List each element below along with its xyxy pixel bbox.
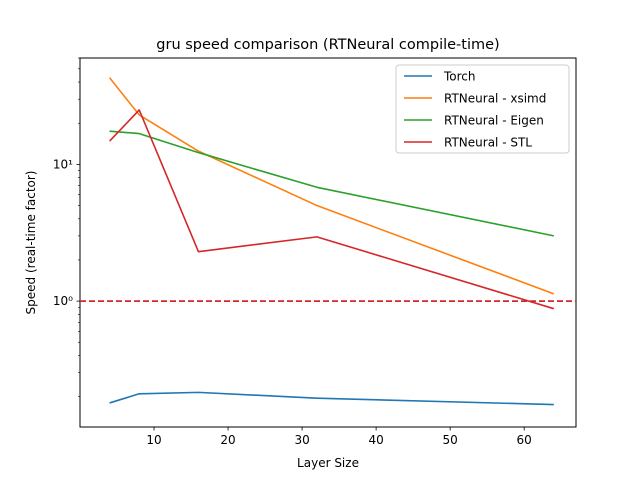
series-line-3 [109, 109, 555, 310]
y-tick-label: 10⁰ [53, 294, 73, 308]
x-tick-label: 40 [368, 433, 383, 447]
plot-area [79, 57, 577, 428]
legend-box [395, 64, 570, 154]
legend-label-2: RTNeural - Eigen [444, 114, 544, 128]
x-axis-label: Layer Size [297, 456, 359, 470]
y-tick-label: 10¹ [53, 157, 73, 171]
x-tick-label: 30 [294, 433, 309, 447]
x-tick-label: 20 [220, 433, 235, 447]
legend-label-3: RTNeural - STL [444, 136, 532, 150]
x-tick-label: 60 [517, 433, 532, 447]
x-tick-label: 50 [443, 433, 458, 447]
chart-title: gru speed comparison (RTNeural compile-t… [156, 37, 499, 53]
series-line-1 [108, 77, 555, 295]
legend: Torch RTNeural - xsimd RTNeural - Eigen RTN… [395, 64, 570, 154]
legend-label-1: RTNeural - xsimd [444, 92, 546, 106]
y-axis-label: Speed (real-time factor) [24, 171, 38, 315]
series-line-2 [109, 130, 554, 237]
legend-label-0: Torch [443, 70, 476, 84]
x-tick-label: 10 [146, 433, 161, 447]
series-line-0 [109, 391, 554, 406]
